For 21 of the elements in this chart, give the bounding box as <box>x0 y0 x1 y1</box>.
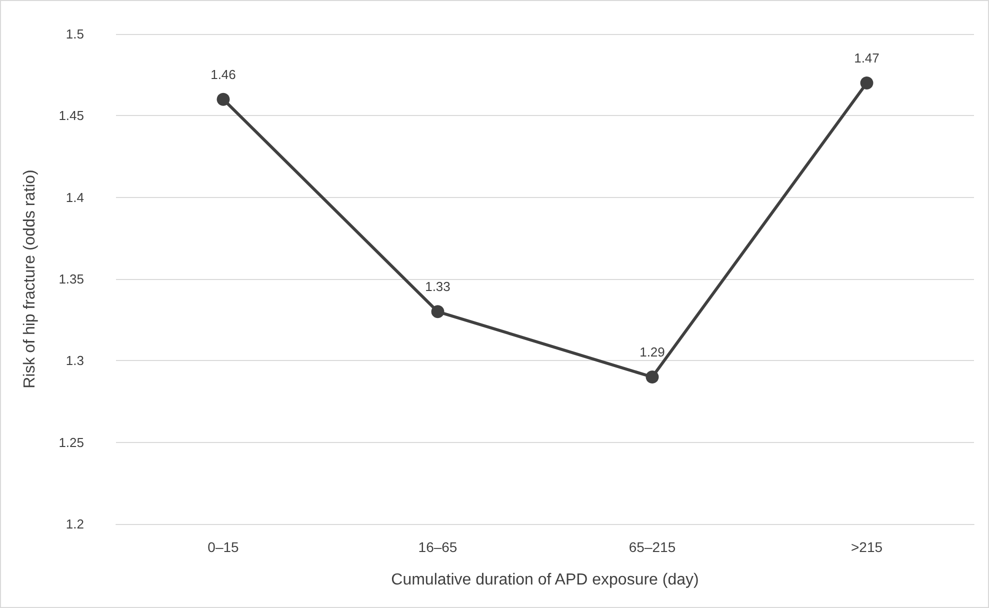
data-label: 1.29 <box>640 344 665 360</box>
y-tick-label: 1.35 <box>58 272 84 286</box>
y-tick-label: 1.4 <box>66 190 84 205</box>
x-tick-label: 16–65 <box>418 539 458 555</box>
x-axis-title: Cumulative duration of APD exposure (day) <box>391 572 699 588</box>
point <box>216 92 230 106</box>
x-tick-label: >215 <box>850 539 883 555</box>
y-tick-label: 1.25 <box>58 434 84 450</box>
data-label: 1.46 <box>210 66 236 82</box>
x-tick-label: 65–215 <box>628 539 676 555</box>
point <box>860 76 874 90</box>
y-tick-label: 1.45 <box>58 108 84 124</box>
point <box>646 370 659 384</box>
y-tick-label: 1.2 <box>66 516 84 532</box>
y-tick-label: 1.5 <box>66 26 84 42</box>
x-tick-label: 0–15 <box>208 539 240 555</box>
y-tick-label: 1.3 <box>66 353 84 368</box>
data-label: 1.33 <box>425 279 450 294</box>
y-axis-title: Risk of hip fracture (odds ratio) <box>22 170 38 388</box>
data-label: 1.47 <box>854 50 880 66</box>
point <box>431 305 444 318</box>
